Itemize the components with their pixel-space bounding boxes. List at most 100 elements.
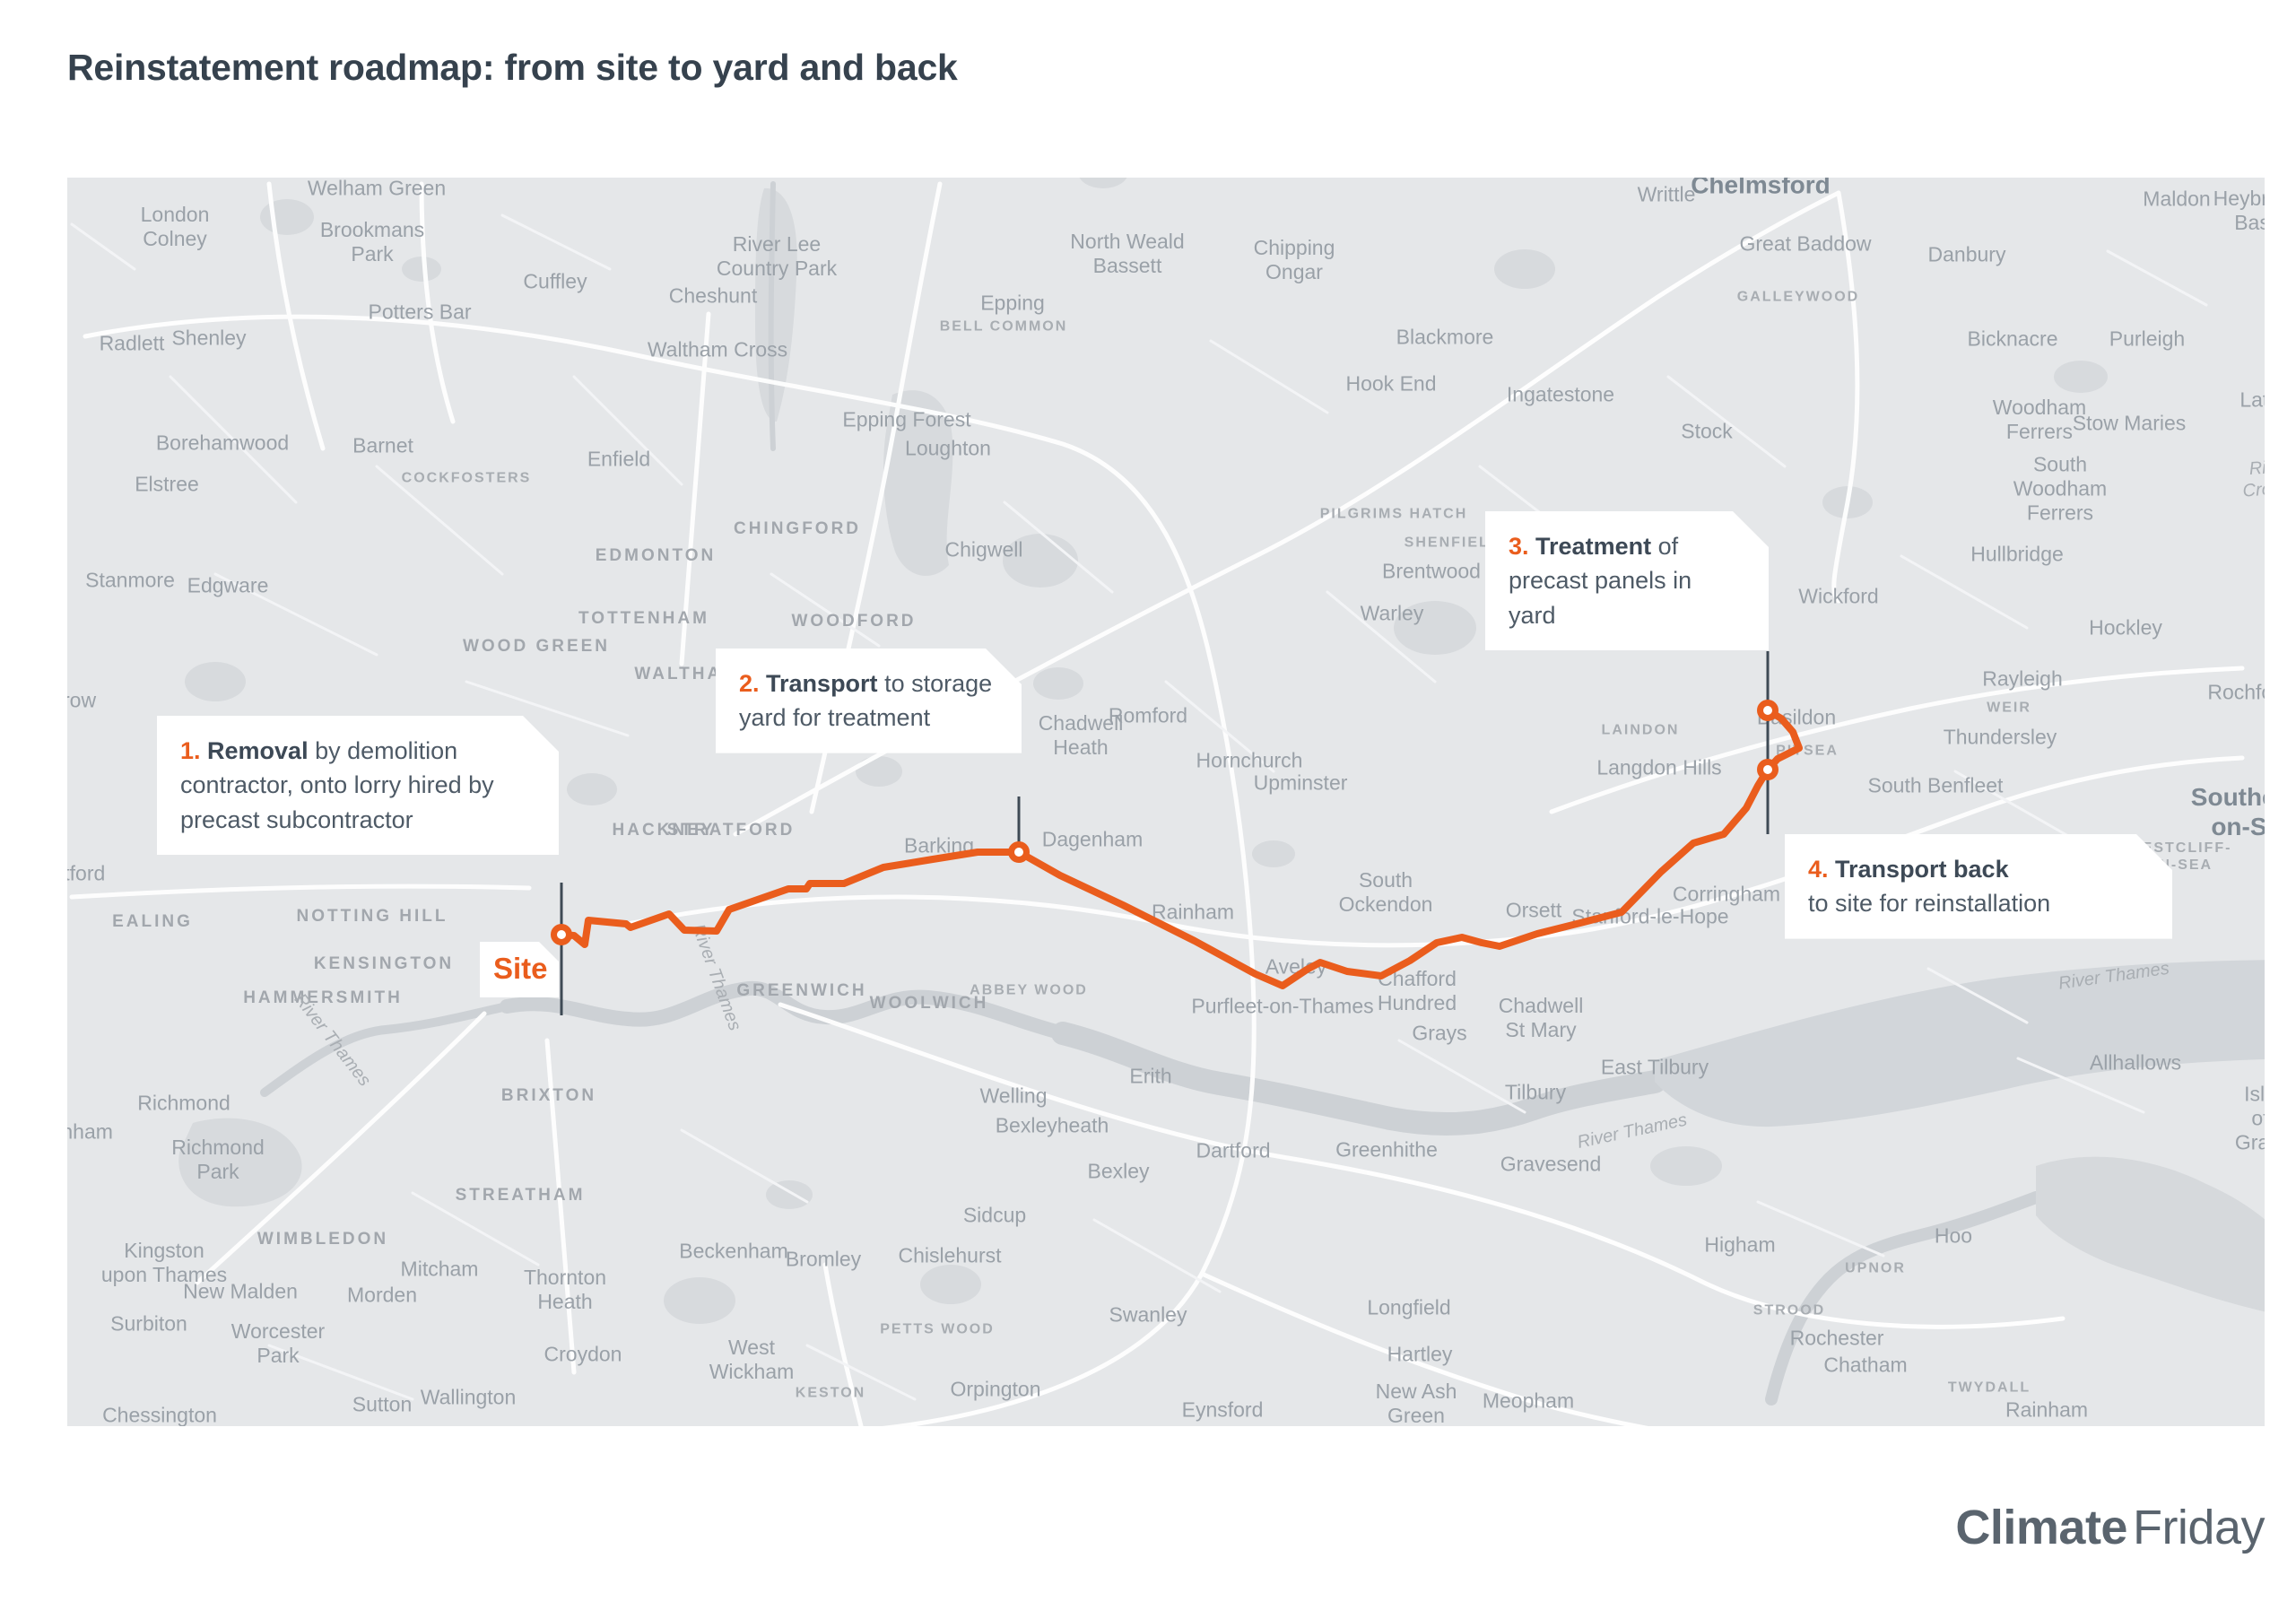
callout-step-text: to site for reinstallation <box>1808 890 2051 918</box>
brand-logo-bold: Climate <box>1955 1501 2127 1554</box>
map-label: TWYDALL <box>1947 1380 2031 1396</box>
map-label: HAMMERSMITH <box>243 988 403 1007</box>
route-waypoint <box>1757 700 1779 721</box>
map-label: Barnet <box>352 433 413 457</box>
map-label: Bicknacre <box>1967 326 2058 351</box>
map-label: Latchingdon <box>2239 387 2265 412</box>
map-label: Orsett <box>1505 898 1562 922</box>
map-label: Sidcup <box>962 1203 1027 1227</box>
page-title: Reinstatement roadmap: from site to yard… <box>67 47 958 88</box>
map-label: Warley <box>1360 601 1424 625</box>
map-label: Kingston upon Thames <box>100 1238 228 1286</box>
map-label: PETTS WOOD <box>880 1321 995 1337</box>
callout-step-4: 4. Transport back to site for reinstallat… <box>1785 834 2172 939</box>
map-label: Grays <box>1412 1021 1467 1045</box>
map-label: Allhallows <box>2089 1050 2182 1075</box>
callout-step-3: 3. Treatment of precast panels in yard <box>1485 511 1769 650</box>
map-label: Hullbridge <box>1970 542 2064 566</box>
map-label: Beckenham <box>679 1239 788 1263</box>
map-label: Morden <box>347 1283 417 1307</box>
thames-estuary <box>1655 960 2265 1127</box>
map-label: BRIXTON <box>500 1085 597 1105</box>
map-label: Rochester <box>1789 1326 1884 1350</box>
route-layer <box>551 651 1803 1015</box>
callout-step-number: 3. <box>1509 533 1536 560</box>
route-waypoint <box>1008 841 1030 863</box>
map-label: New Malden <box>183 1279 298 1303</box>
site-tag: Site <box>480 942 559 997</box>
map-label: Elstree <box>135 472 199 496</box>
map-label: Purfleet-on-Thames <box>1191 994 1374 1018</box>
minor-roads <box>70 213 2208 1401</box>
map-label: WEIR <box>1987 700 2031 716</box>
map-label: Worcester Park <box>230 1319 326 1367</box>
map-label: Danbury <box>1927 242 2006 266</box>
map-label: Thornton Heath <box>523 1265 607 1313</box>
map-label: ABBEY WOOD <box>970 982 1088 998</box>
callout-step-number: 1. <box>180 737 208 764</box>
map-label: Southend-on-Sea <box>2190 782 2265 840</box>
route-waypoint <box>551 924 572 945</box>
map-label: Hornchurch <box>1196 748 1303 772</box>
map-label: Brentford <box>67 861 106 885</box>
map-label: Surbiton <box>110 1311 187 1336</box>
map-label: Great Baddow <box>1739 231 1872 256</box>
map-label: Tilbury <box>1504 1080 1567 1104</box>
map-label: CHINGFORD <box>733 518 862 538</box>
medway-marshes <box>2036 1156 2265 1312</box>
map-label: South Woodham Ferrers <box>2013 452 2108 525</box>
map-label: Shenley <box>171 326 247 350</box>
map-label: WOOLWICH <box>869 993 989 1013</box>
map-label: Erith <box>1129 1064 1172 1088</box>
map-label: Cheshunt <box>668 283 758 308</box>
map-label: Sutton <box>352 1392 413 1416</box>
map-label: WIMBLEDON <box>257 1229 389 1249</box>
map-label: EDMONTON <box>595 545 717 565</box>
map-base-art <box>69 178 2265 1426</box>
map-label: Isle of Grain <box>2234 1082 2265 1154</box>
transport-route-line <box>558 707 1803 989</box>
map-label: Upminster <box>1253 770 1348 795</box>
map-label: Purleigh <box>2109 326 2186 351</box>
map-label: Croydon <box>544 1342 622 1366</box>
map-label: Gravesend <box>1500 1152 1602 1176</box>
map-label: KENSINGTON <box>313 953 455 973</box>
callout-step-keyword: Transport back <box>1835 856 2009 883</box>
map-label: Romford <box>1108 703 1188 727</box>
map-label: KESTON <box>795 1385 866 1401</box>
map-label: Edgware <box>187 573 269 597</box>
callout-step-text: of precast panels in yard <box>1509 533 1692 629</box>
route-waypoint <box>1757 759 1779 780</box>
map-label: Rainham <box>2005 1397 2089 1422</box>
map-label: WOODFORD <box>791 611 917 631</box>
callout-step-number: 4. <box>1808 856 1836 883</box>
map-label: Borehamwood <box>155 431 290 455</box>
map-label: Chelmsford <box>1691 178 1831 199</box>
map-label: New Ash Green <box>1375 1379 1457 1426</box>
map-label: Writtle <box>1637 182 1696 206</box>
callout-step-text: by demolition contractor, onto lorry hir… <box>180 737 494 833</box>
map-label: Hockley <box>2089 615 2162 640</box>
map-label: Mitcham <box>400 1257 479 1281</box>
map-label: North Weald Bassett <box>1070 229 1185 277</box>
map-label: NOTTING HILL <box>296 906 448 926</box>
map-label: Hartley <box>1387 1342 1453 1366</box>
map-label: LAINDON <box>1601 722 1680 738</box>
map-label: Chadwell Heath <box>1038 710 1124 759</box>
map-label: Stock <box>1681 419 1733 443</box>
map-label: Bexley <box>1087 1159 1150 1183</box>
map-label: Langdon Hills <box>1596 755 1722 779</box>
map-label: UPNOR <box>1845 1260 1906 1276</box>
map-label: STREATHAM <box>455 1185 586 1205</box>
map-label: Rochford <box>2207 680 2265 704</box>
map-label: Bexleyheath <box>995 1113 1109 1137</box>
map-label: Rayleigh <box>1982 666 2063 691</box>
map-labels-layer: Welham Green London Colney Brookmans Park C… <box>67 178 2265 1426</box>
map-label: Eynsford <box>1181 1397 1264 1422</box>
map-label: Richmond Park <box>171 1135 265 1183</box>
map-label: Longfield <box>1367 1295 1451 1319</box>
map-label: River Lee Country Park <box>716 231 838 280</box>
callout-step-keyword: Transport <box>766 670 878 697</box>
map-label: Enfield <box>587 447 651 471</box>
map-label: Corringham <box>1672 882 1781 906</box>
